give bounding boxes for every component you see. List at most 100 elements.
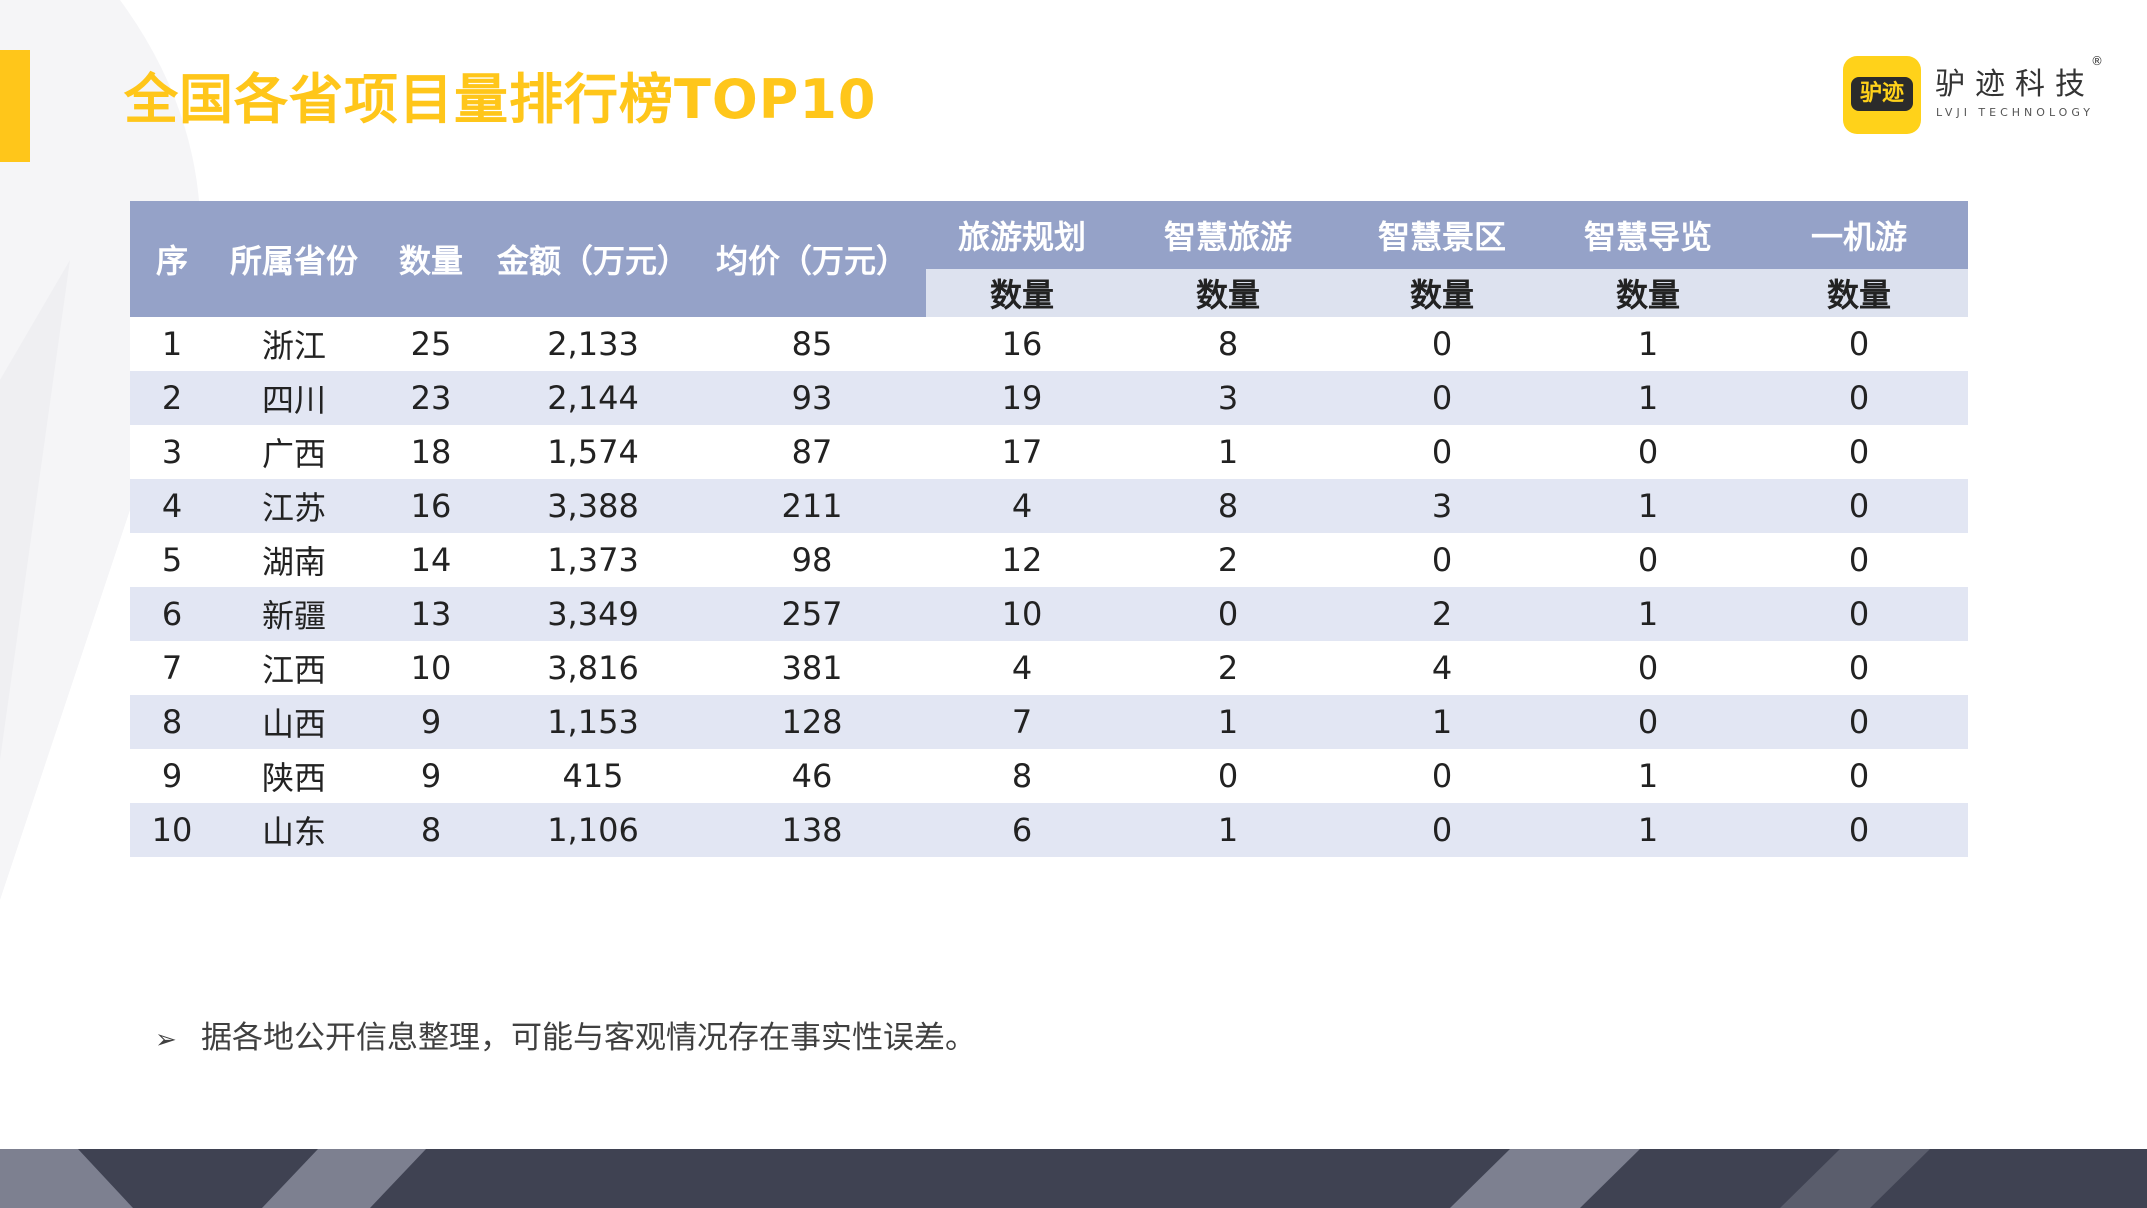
cell-travel-planning: 12	[926, 533, 1118, 587]
footnote: ➢ 据各地公开信息整理，可能与客观情况存在事实性误差。	[155, 1016, 976, 1062]
cell-smart-scenic: 0	[1338, 749, 1546, 803]
registered-mark: ®	[2091, 54, 2103, 68]
cell-avg-price: 85	[698, 317, 926, 371]
cell-one-device-tour: 0	[1750, 641, 1968, 695]
cell-smart-guide: 1	[1546, 317, 1750, 371]
cell-smart-scenic: 0	[1338, 803, 1546, 857]
cell-one-device-tour: 0	[1750, 695, 1968, 749]
cell-count: 14	[374, 533, 488, 587]
logo-badge: 驴迹	[1843, 56, 1921, 134]
cell-province: 山东	[214, 803, 374, 857]
footer-band	[0, 1149, 2147, 1208]
header-amount: 金额（万元）	[488, 201, 698, 317]
cell-smart-guide: 0	[1546, 641, 1750, 695]
cell-avg-price: 138	[698, 803, 926, 857]
cell-province: 新疆	[214, 587, 374, 641]
subheader-count: 数量	[926, 269, 1118, 317]
cell-rank: 10	[130, 803, 214, 857]
subheader-count: 数量	[1118, 269, 1338, 317]
cell-avg-price: 46	[698, 749, 926, 803]
cell-rank: 8	[130, 695, 214, 749]
cell-smart-guide: 1	[1546, 587, 1750, 641]
cell-avg-price: 98	[698, 533, 926, 587]
cell-avg-price: 128	[698, 695, 926, 749]
header-category-one-device-tour: 一机游	[1750, 201, 1968, 269]
cell-smart-guide: 1	[1546, 803, 1750, 857]
cell-rank: 7	[130, 641, 214, 695]
title-accent-bar	[0, 50, 30, 162]
cell-rank: 1	[130, 317, 214, 371]
cell-amount: 2,144	[488, 371, 698, 425]
table-subheader-row: 数量 数量 数量 数量 数量	[130, 269, 1968, 317]
header-category-smart-tourism: 智慧旅游	[1118, 201, 1338, 269]
cell-travel-planning: 4	[926, 641, 1118, 695]
cell-one-device-tour: 0	[1750, 587, 1968, 641]
cell-amount: 2,133	[488, 317, 698, 371]
cell-smart-scenic: 0	[1338, 371, 1546, 425]
cell-province: 山西	[214, 695, 374, 749]
cell-smart-tourism: 8	[1118, 317, 1338, 371]
cell-smart-scenic: 3	[1338, 479, 1546, 533]
cell-count: 9	[374, 695, 488, 749]
cell-smart-guide: 0	[1546, 425, 1750, 479]
table-row: 7 江西 10 3,816 381 4 2 4 0 0	[130, 641, 1968, 695]
cell-province: 江苏	[214, 479, 374, 533]
cell-count: 9	[374, 749, 488, 803]
cell-smart-tourism: 8	[1118, 479, 1338, 533]
company-logo: 驴迹 驴迹科技 LVJI TECHNOLOGY ®	[1843, 54, 2103, 136]
subheader-count: 数量	[1546, 269, 1750, 317]
cell-travel-planning: 10	[926, 587, 1118, 641]
cell-one-device-tour: 0	[1750, 371, 1968, 425]
cell-one-device-tour: 0	[1750, 749, 1968, 803]
cell-amount: 1,574	[488, 425, 698, 479]
cell-smart-guide: 0	[1546, 695, 1750, 749]
cell-smart-scenic: 4	[1338, 641, 1546, 695]
cell-province: 四川	[214, 371, 374, 425]
footnote-text: 据各地公开信息整理，可能与客观情况存在事实性误差。	[201, 1020, 976, 1056]
cell-amount: 415	[488, 749, 698, 803]
cell-one-device-tour: 0	[1750, 479, 1968, 533]
cell-province: 陕西	[214, 749, 374, 803]
logo-badge-text: 驴迹	[1851, 77, 1913, 111]
cell-travel-planning: 17	[926, 425, 1118, 479]
cell-amount: 1,106	[488, 803, 698, 857]
cell-smart-tourism: 1	[1118, 425, 1338, 479]
cell-travel-planning: 19	[926, 371, 1118, 425]
cell-travel-planning: 16	[926, 317, 1118, 371]
cell-amount: 3,388	[488, 479, 698, 533]
cell-smart-scenic: 0	[1338, 425, 1546, 479]
cell-travel-planning: 6	[926, 803, 1118, 857]
table-row: 2 四川 23 2,144 93 19 3 0 1 0	[130, 371, 1968, 425]
cell-amount: 1,373	[488, 533, 698, 587]
table-row: 10 山东 8 1,106 138 6 1 0 1 0	[130, 803, 1968, 857]
table-row: 9 陕西 9 415 46 8 0 0 1 0	[130, 749, 1968, 803]
cell-count: 23	[374, 371, 488, 425]
header-count: 数量	[374, 201, 488, 317]
cell-count: 13	[374, 587, 488, 641]
cell-amount: 1,153	[488, 695, 698, 749]
cell-province: 江西	[214, 641, 374, 695]
cell-rank: 9	[130, 749, 214, 803]
cell-smart-tourism: 1	[1118, 803, 1338, 857]
header-province: 所属省份	[214, 201, 374, 317]
cell-amount: 3,349	[488, 587, 698, 641]
cell-rank: 5	[130, 533, 214, 587]
cell-smart-scenic: 0	[1338, 317, 1546, 371]
cell-avg-price: 381	[698, 641, 926, 695]
cell-one-device-tour: 0	[1750, 533, 1968, 587]
cell-one-device-tour: 0	[1750, 425, 1968, 479]
cell-avg-price: 211	[698, 479, 926, 533]
header-avg-price: 均价（万元）	[698, 201, 926, 317]
cell-rank: 6	[130, 587, 214, 641]
cell-smart-guide: 0	[1546, 533, 1750, 587]
page-title: 全国各省项目量排行榜TOP10	[124, 68, 877, 131]
table-header-row: 序 所属省份 数量 金额（万元） 均价（万元） 旅游规划 智慧旅游 智慧景区 智…	[130, 201, 1968, 317]
logo-name-cn: 驴迹科技	[1935, 67, 2095, 102]
cell-count: 16	[374, 479, 488, 533]
subheader-count: 数量	[1338, 269, 1546, 317]
header-rank: 序	[130, 201, 214, 317]
header-category-smart-guide: 智慧导览	[1546, 201, 1750, 269]
cell-smart-tourism: 2	[1118, 533, 1338, 587]
header-category-travel-planning: 旅游规划	[926, 201, 1118, 269]
cell-smart-scenic: 2	[1338, 587, 1546, 641]
